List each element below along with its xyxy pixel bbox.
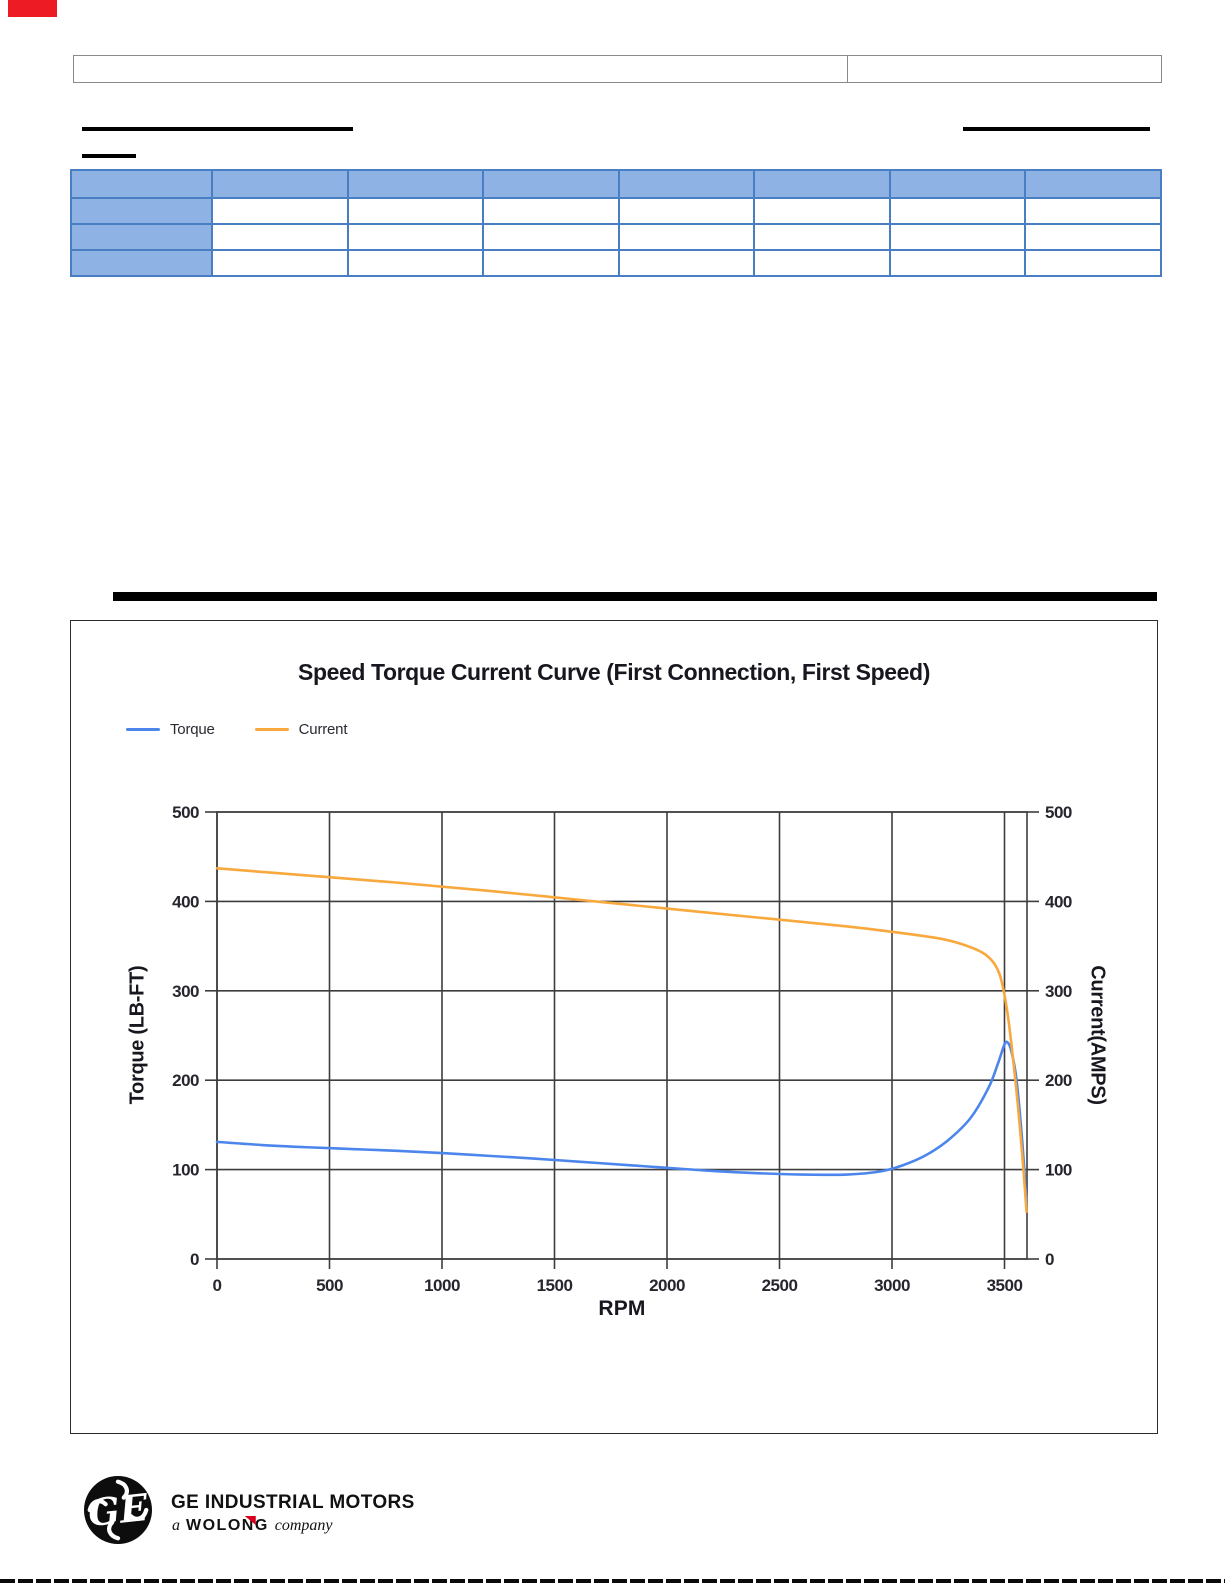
svg-text:1500: 1500 <box>537 1276 573 1295</box>
underline-field-right <box>963 127 1150 131</box>
header-table-left-cell <box>73 55 848 83</box>
legend-label: Current <box>298 721 348 738</box>
spec-cell <box>211 197 349 225</box>
spec-cell <box>1024 197 1162 225</box>
spec-cell <box>211 223 349 251</box>
wolong-red-mark <box>244 1516 256 1525</box>
spec-cell <box>70 249 213 277</box>
spec-cell <box>346 223 485 251</box>
spec-header-cell <box>346 169 485 199</box>
svg-text:3500: 3500 <box>987 1276 1023 1295</box>
legend-item-torque: Torque <box>126 721 215 738</box>
spec-cell <box>1024 249 1162 277</box>
y-axis-title-left: Torque (LB-FT) <box>126 965 149 1105</box>
series-torque <box>215 1040 1028 1205</box>
svg-text:200: 200 <box>172 1071 199 1090</box>
ge-logo-swirls <box>87 1479 149 1541</box>
underline-field-left <box>82 127 353 131</box>
svg-text:2000: 2000 <box>649 1276 685 1295</box>
underline-field-small <box>82 154 136 158</box>
svg-text:300: 300 <box>1045 982 1072 1001</box>
svg-text:0: 0 <box>190 1250 199 1269</box>
svg-text:100: 100 <box>172 1161 199 1180</box>
spec-cell <box>70 223 213 251</box>
brand-tagline: a WOLONG company <box>172 1516 333 1535</box>
spec-cell <box>617 249 756 277</box>
spec-cell <box>753 249 891 277</box>
legend-swatch <box>254 727 289 732</box>
ge-logo-disc <box>84 1476 152 1544</box>
spec-cell <box>617 223 756 251</box>
svg-text:0: 0 <box>213 1276 222 1295</box>
svg-text:500: 500 <box>172 803 199 822</box>
header-table <box>73 55 1162 83</box>
spec-cell <box>346 249 485 277</box>
svg-text:0: 0 <box>1045 1250 1054 1269</box>
ge-monogram: GE <box>86 1485 151 1535</box>
spec-cell <box>753 197 891 225</box>
spec-cell <box>888 197 1027 225</box>
chart-legend: Torque Current <box>126 721 347 738</box>
spec-header-cell <box>482 169 620 199</box>
svg-text:2500: 2500 <box>762 1276 798 1295</box>
svg-text:500: 500 <box>316 1276 343 1295</box>
svg-text:400: 400 <box>1045 892 1072 911</box>
spec-cell <box>888 249 1027 277</box>
spec-cell <box>617 197 756 225</box>
spec-table <box>70 169 1162 277</box>
chart-container: 0 0 100 100 200 200 300 300 400 400 500 500 0 500 1000… <box>70 620 1158 1434</box>
legend-label: Torque <box>170 721 215 738</box>
spec-header-cell <box>753 169 891 199</box>
spec-cell <box>346 197 485 225</box>
x-axis-title: RPM <box>598 1297 646 1320</box>
spec-cell <box>482 197 620 225</box>
spec-cell <box>482 249 620 277</box>
spec-header-cell <box>70 169 213 199</box>
spec-cell <box>753 223 891 251</box>
spec-cell <box>1024 223 1162 251</box>
brand-name: GE INDUSTRIAL MOTORS <box>171 1492 415 1513</box>
spec-cell <box>211 249 349 277</box>
y-axis-title-right: Current(AMPS) <box>1086 965 1109 1105</box>
svg-text:3000: 3000 <box>874 1276 910 1295</box>
svg-text:300: 300 <box>172 982 199 1001</box>
spec-header-cell <box>617 169 756 199</box>
ge-logo: GE <box>84 1476 152 1544</box>
svg-text:400: 400 <box>172 892 199 911</box>
perforation-line <box>0 1579 1225 1583</box>
series-current <box>215 867 1028 1213</box>
tagline-prefix: a <box>172 1517 180 1534</box>
svg-text:100: 100 <box>1045 1161 1072 1180</box>
red-corner-mark <box>8 0 57 17</box>
svg-text:200: 200 <box>1045 1071 1072 1090</box>
svg-text:500: 500 <box>1045 803 1072 822</box>
legend-swatch <box>126 727 160 732</box>
spec-cell <box>70 197 213 225</box>
spec-header-cell <box>1024 169 1162 199</box>
spec-cell <box>482 223 620 251</box>
chart-title: Speed Torque Current Curve (First Connec… <box>298 659 930 685</box>
section-divider-rule <box>113 592 1157 601</box>
svg-text:1000: 1000 <box>424 1276 460 1295</box>
spec-header-cell <box>211 169 349 199</box>
tagline-brand: WOLONG <box>186 1516 269 1534</box>
legend-item-current: Current <box>254 721 348 738</box>
spec-cell <box>888 223 1027 251</box>
header-table-right-cell <box>847 55 1162 83</box>
tagline-suffix: company <box>274 1517 333 1534</box>
spec-header-cell <box>888 169 1027 199</box>
